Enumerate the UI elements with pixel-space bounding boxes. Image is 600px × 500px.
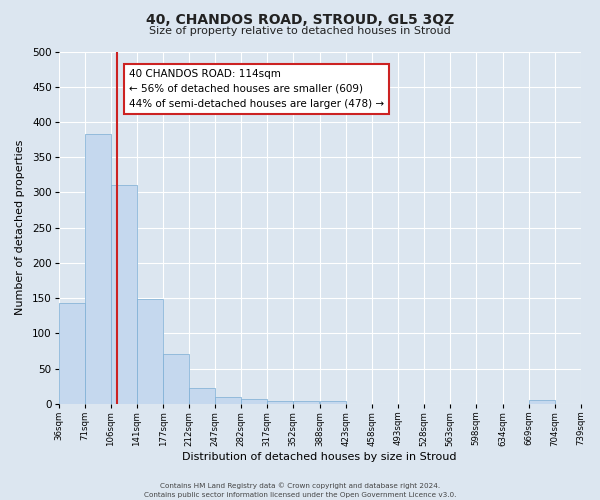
Text: 40 CHANDOS ROAD: 114sqm
← 56% of detached houses are smaller (609)
44% of semi-d: 40 CHANDOS ROAD: 114sqm ← 56% of detache… (129, 69, 384, 108)
Bar (215, 398, 241, 404)
Bar (529, 400, 554, 404)
Bar (137, 300, 163, 404)
Bar (241, 399, 267, 404)
Bar (189, 388, 215, 404)
Text: Contains HM Land Registry data © Crown copyright and database right 2024.: Contains HM Land Registry data © Crown c… (160, 482, 440, 489)
Text: Size of property relative to detached houses in Stroud: Size of property relative to detached ho… (149, 26, 451, 36)
Bar (163, 354, 189, 404)
Bar (59, 303, 85, 404)
Bar (293, 401, 319, 404)
Text: Contains public sector information licensed under the Open Government Licence v3: Contains public sector information licen… (144, 492, 456, 498)
Bar (320, 401, 346, 404)
Bar (267, 401, 293, 404)
Text: 40, CHANDOS ROAD, STROUD, GL5 3QZ: 40, CHANDOS ROAD, STROUD, GL5 3QZ (146, 12, 454, 26)
X-axis label: Distribution of detached houses by size in Stroud: Distribution of detached houses by size … (182, 452, 457, 462)
Bar (85, 134, 110, 404)
Y-axis label: Number of detached properties: Number of detached properties (15, 140, 25, 316)
Bar (110, 186, 137, 404)
